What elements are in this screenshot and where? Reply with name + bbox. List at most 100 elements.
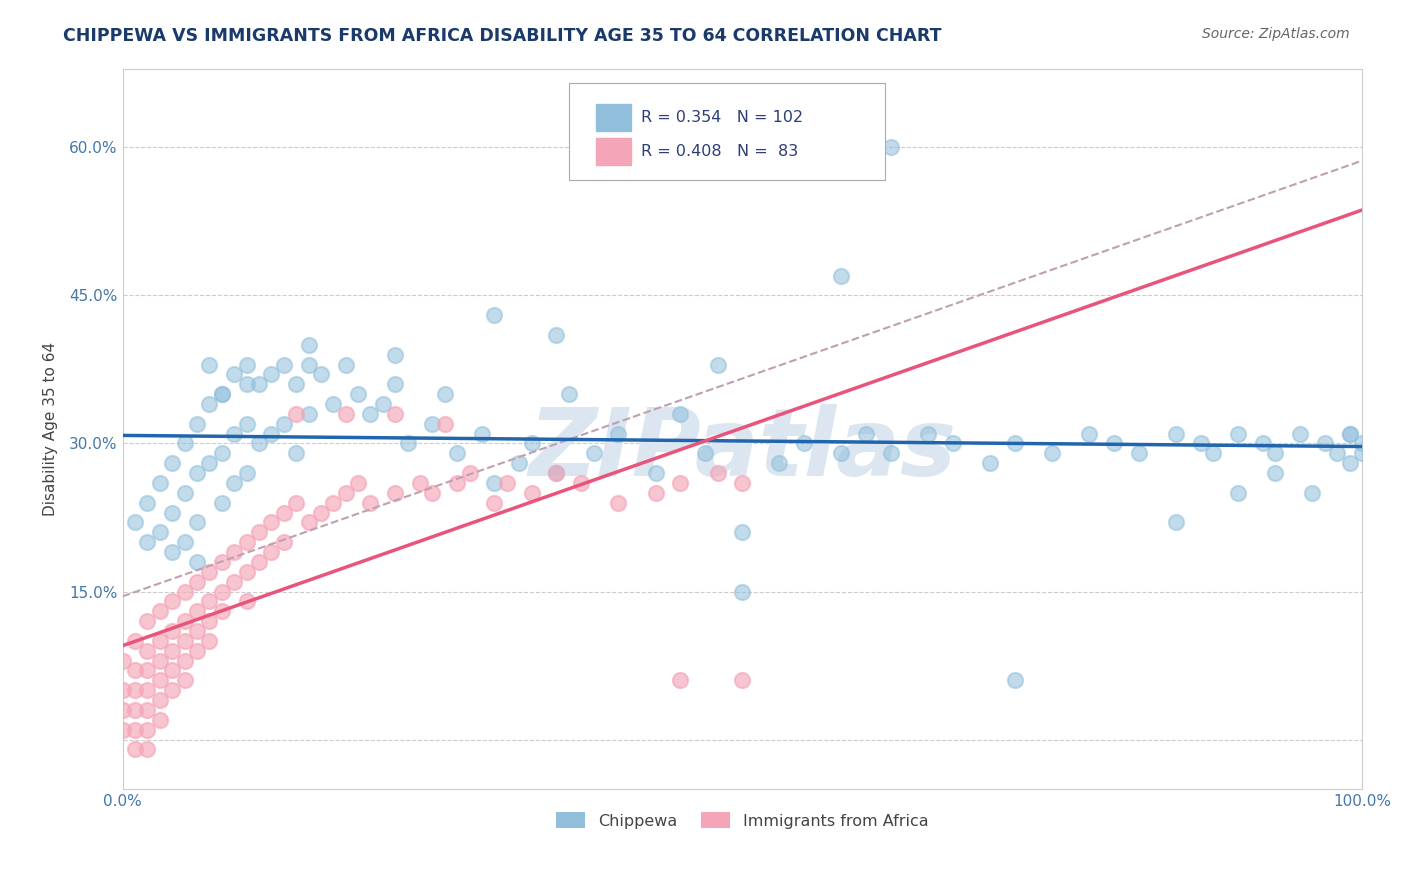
Point — [1339, 456, 1361, 470]
Text: ZIPatlas: ZIPatlas — [529, 404, 956, 496]
Point — [136, 664, 159, 678]
Point — [273, 535, 295, 549]
Point — [260, 545, 283, 559]
Point — [224, 368, 246, 382]
Point — [136, 723, 159, 737]
Point — [198, 633, 221, 648]
Point — [607, 496, 630, 510]
Point — [607, 426, 630, 441]
FancyBboxPatch shape — [569, 83, 884, 180]
Point — [235, 417, 257, 431]
Point — [124, 664, 146, 678]
Point — [384, 377, 406, 392]
Point — [211, 387, 233, 401]
Point — [111, 703, 134, 717]
Point — [186, 604, 208, 618]
Point — [880, 140, 903, 154]
Point — [335, 486, 357, 500]
Point — [160, 545, 183, 559]
Point — [186, 555, 208, 569]
Point — [173, 486, 195, 500]
Point — [917, 426, 939, 441]
Point — [1251, 436, 1274, 450]
Point — [359, 407, 381, 421]
Point — [359, 496, 381, 510]
Point — [830, 268, 852, 283]
Point — [731, 673, 754, 688]
Point — [546, 466, 568, 480]
Point — [942, 436, 965, 450]
Point — [471, 426, 494, 441]
Point — [111, 723, 134, 737]
Point — [235, 358, 257, 372]
Point — [160, 456, 183, 470]
Point — [768, 456, 790, 470]
Point — [124, 723, 146, 737]
Point — [297, 516, 319, 530]
Point — [136, 644, 159, 658]
Point — [880, 446, 903, 460]
Point — [173, 673, 195, 688]
Point — [1326, 446, 1348, 460]
Point — [1128, 446, 1150, 460]
Point — [149, 604, 172, 618]
Point — [235, 377, 257, 392]
Point — [273, 506, 295, 520]
Point — [409, 475, 432, 490]
Point — [173, 535, 195, 549]
Point — [173, 436, 195, 450]
Point — [198, 456, 221, 470]
Point — [669, 407, 692, 421]
Point — [546, 328, 568, 343]
Point — [149, 525, 172, 540]
Bar — [596, 103, 631, 131]
Point — [160, 594, 183, 608]
Point — [1264, 446, 1286, 460]
Point — [433, 387, 456, 401]
Point — [136, 683, 159, 698]
Point — [644, 486, 666, 500]
Text: R = 0.354   N = 102: R = 0.354 N = 102 — [641, 110, 803, 125]
Point — [309, 506, 332, 520]
Point — [384, 407, 406, 421]
Point — [247, 377, 270, 392]
Point — [198, 358, 221, 372]
Point — [247, 525, 270, 540]
Point — [458, 466, 481, 480]
Point — [247, 436, 270, 450]
Point — [446, 475, 468, 490]
Point — [285, 496, 308, 510]
Point — [371, 397, 394, 411]
Point — [173, 614, 195, 628]
Point — [422, 417, 444, 431]
Point — [731, 525, 754, 540]
Point — [1227, 426, 1250, 441]
Point — [160, 644, 183, 658]
Point — [173, 584, 195, 599]
Point — [235, 466, 257, 480]
Point — [186, 574, 208, 589]
Point — [1289, 426, 1312, 441]
Point — [706, 358, 728, 372]
Point — [1339, 426, 1361, 441]
Point — [136, 742, 159, 756]
Point — [124, 683, 146, 698]
Point — [1004, 436, 1026, 450]
Point — [211, 555, 233, 569]
Point — [124, 633, 146, 648]
Point — [644, 466, 666, 480]
Point — [160, 506, 183, 520]
Point — [211, 584, 233, 599]
Point — [582, 446, 605, 460]
Point — [235, 594, 257, 608]
Point — [211, 496, 233, 510]
Point — [731, 584, 754, 599]
Point — [224, 545, 246, 559]
Point — [260, 516, 283, 530]
Point — [224, 426, 246, 441]
Point — [211, 604, 233, 618]
Point — [508, 456, 530, 470]
Point — [260, 426, 283, 441]
Point — [198, 614, 221, 628]
Point — [347, 387, 370, 401]
